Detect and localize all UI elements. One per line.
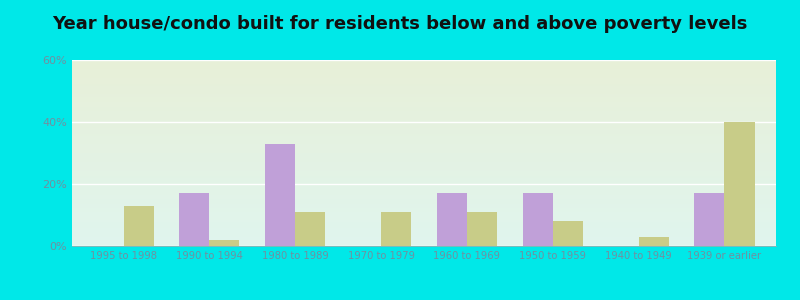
Bar [265, 144, 295, 246]
Bar [123, 206, 154, 246]
Bar [638, 237, 669, 246]
Bar [179, 193, 210, 246]
Bar [694, 193, 725, 246]
Bar [295, 212, 326, 246]
Bar [381, 212, 411, 246]
Bar [725, 122, 754, 246]
Text: Year house/condo built for residents below and above poverty levels: Year house/condo built for residents bel… [52, 15, 748, 33]
Bar [467, 212, 497, 246]
Bar [553, 221, 583, 246]
Bar [522, 193, 553, 246]
Bar [437, 193, 467, 246]
Bar [210, 240, 239, 246]
